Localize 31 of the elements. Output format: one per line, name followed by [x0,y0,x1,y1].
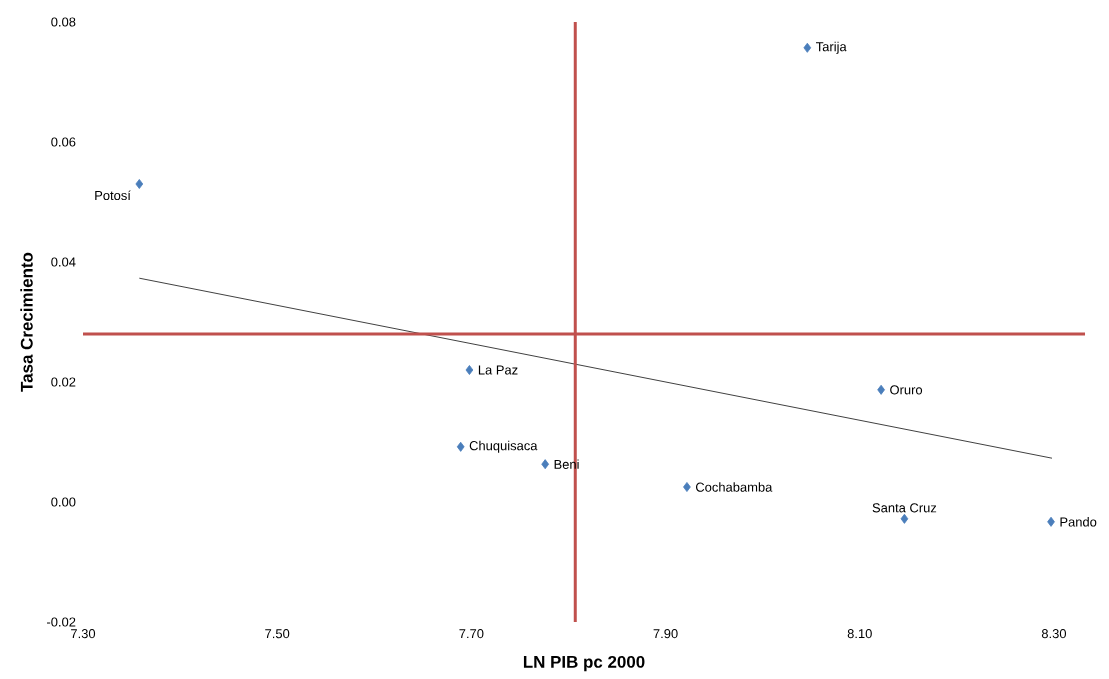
y-tick-label: 0.06 [51,137,76,147]
annotation: Pando [1060,517,1097,527]
x-tick-label: 8.10 [847,629,872,639]
point [135,179,144,189]
point [900,513,909,524]
x-tick-label: 7.90 [653,629,678,639]
y-axis-title: Tasa Crecimiento [20,252,33,392]
point [541,459,550,470]
y-tick-label: 0.02 [51,377,76,387]
annotation: La Paz [478,365,518,375]
annotation: Cochabamba [695,482,773,492]
y-tick-label: 0.04 [51,257,76,267]
point [465,365,474,375]
annotation: Santa Cruz [872,503,937,513]
y-tick-label: 0.00 [51,497,76,507]
annotation: Tarija [816,41,847,54]
annotation: Potosí [95,190,131,201]
x-tick-label: 8.30 [1041,629,1067,639]
point [1047,516,1055,527]
y-tick-label: -0.02 [47,617,76,627]
annotation: Oruro [890,385,923,395]
y-tick-label: 0.08 [51,17,76,27]
point [877,384,885,395]
x-tick-label: 7.70 [459,629,484,639]
x-tick-label: 7.30 [71,629,96,639]
point [683,482,691,492]
x-axis-title: LN PIB pc 2000 [523,655,645,672]
x-tick-label: 7.50 [265,629,290,639]
point [803,42,812,53]
annotation: Chuquisaca [469,440,538,453]
point [456,441,465,452]
